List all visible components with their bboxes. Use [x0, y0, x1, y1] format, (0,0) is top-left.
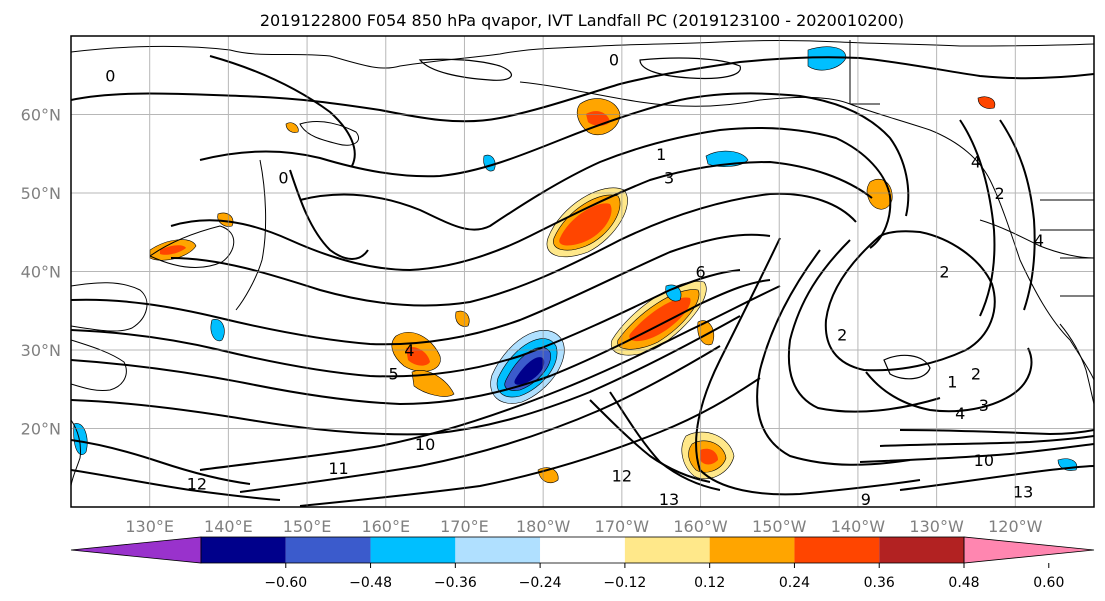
- lon-label: 120°W: [988, 517, 1043, 536]
- lon-label: 150°E: [283, 517, 332, 536]
- colorbar-tick-label: −0.36: [434, 575, 477, 591]
- positive-anomaly-region: [149, 96, 996, 483]
- colorbar-tick-label: 0.60: [1033, 575, 1064, 591]
- colorbar-segment: [624, 537, 710, 563]
- ivt-contours-thin: [418, 57, 931, 380]
- colorbar-tick-label: −0.60: [264, 575, 307, 591]
- lon-label: 180°W: [516, 517, 571, 536]
- contour-label: 0: [278, 168, 288, 187]
- colorbar-segment: [794, 537, 880, 563]
- lon-label: 170°E: [440, 517, 489, 536]
- colorbar-segment: [879, 537, 964, 563]
- colorbar-tick-label: −0.24: [519, 575, 562, 591]
- colorbar-tick-label: 0.24: [779, 575, 810, 591]
- contour-label: 5: [389, 365, 399, 384]
- lon-label: 130°E: [125, 517, 174, 536]
- lon-label: 160°E: [361, 517, 410, 536]
- longitude-labels: 130°E 140°E 150°E 160°E 170°E 180°W 170°W 160°W…: [125, 517, 1042, 536]
- contour-label: 13: [659, 490, 679, 509]
- figure-title: 2019122800 F054 850 hPa qvapor, IVT Land…: [260, 11, 904, 30]
- colorbar-segment: [370, 537, 456, 563]
- lat-label: 50°N: [21, 184, 61, 203]
- lon-label: 170°W: [595, 517, 650, 536]
- colorbar-tick-label: 0.12: [694, 575, 725, 591]
- contour-label: 3: [979, 396, 989, 415]
- contour-label: 4: [971, 153, 981, 172]
- colorbar-segment: [455, 537, 541, 563]
- contour-label: 4: [1034, 231, 1044, 250]
- lon-label: 160°W: [673, 517, 728, 536]
- contour-label: 0: [609, 51, 619, 70]
- contour-label: 13: [1013, 482, 1033, 501]
- negative-anomaly-region: [490, 330, 565, 404]
- map-area: [71, 36, 1094, 507]
- contour-label: 2: [939, 263, 949, 282]
- colorbar-tick-label: −0.12: [603, 575, 646, 591]
- lon-label: 150°W: [752, 517, 807, 536]
- contour-label: 9: [861, 490, 871, 509]
- contour-label: 2: [971, 365, 981, 384]
- colorbar-segment: [285, 537, 371, 563]
- lon-label: 130°W: [909, 517, 964, 536]
- colorbar-segment: [709, 537, 795, 563]
- contour-label: 11: [328, 459, 348, 478]
- colorbar-tick-label: 0.48: [948, 575, 979, 591]
- contour-label: 12: [612, 467, 632, 486]
- lat-label: 30°N: [21, 341, 61, 360]
- colorbar-tick-label: −0.48: [349, 575, 392, 591]
- contour-label: 1: [656, 145, 666, 164]
- contour-label: 4: [955, 404, 965, 423]
- lon-label: 140°E: [204, 517, 253, 536]
- colorbar-segment: [201, 537, 286, 563]
- contour-label: 10: [974, 451, 994, 470]
- contour-label: 4: [404, 341, 414, 360]
- lon-label: 140°W: [831, 517, 886, 536]
- latitude-labels: 20°N 30°N 40°N 50°N 60°N: [21, 106, 61, 439]
- lat-label: 60°N: [21, 106, 61, 125]
- colorbar-extension-high: [963, 536, 1095, 564]
- colorbar-extension-low: [70, 536, 202, 564]
- ivt-contours: [71, 55, 1094, 507]
- lat-label: 20°N: [21, 420, 61, 439]
- colorbar-frame: [200, 536, 965, 564]
- map-frame: [70, 35, 1095, 508]
- contour-label: 3: [664, 168, 674, 187]
- lat-lon-grid: [71, 36, 1094, 507]
- contour-label: 2: [994, 184, 1004, 203]
- contour-label: 0: [105, 66, 115, 85]
- contour-label: 12: [187, 474, 207, 493]
- contour-label: 1: [947, 372, 957, 391]
- contour-label: 10: [415, 435, 435, 454]
- colorbar-segment: [540, 537, 625, 563]
- lat-label: 40°N: [21, 263, 61, 282]
- colorbar: −0.60 −0.48 −0.36 −0.24 −0.12 0.12 0.24 0.36 0.4…: [70, 536, 1095, 591]
- positive-anomaly-region: [546, 187, 628, 258]
- contour-label: 2: [837, 325, 847, 344]
- coastlines: [71, 40, 1094, 487]
- contour-label: 6: [695, 263, 705, 282]
- colorbar-tick-label: 0.36: [864, 575, 895, 591]
